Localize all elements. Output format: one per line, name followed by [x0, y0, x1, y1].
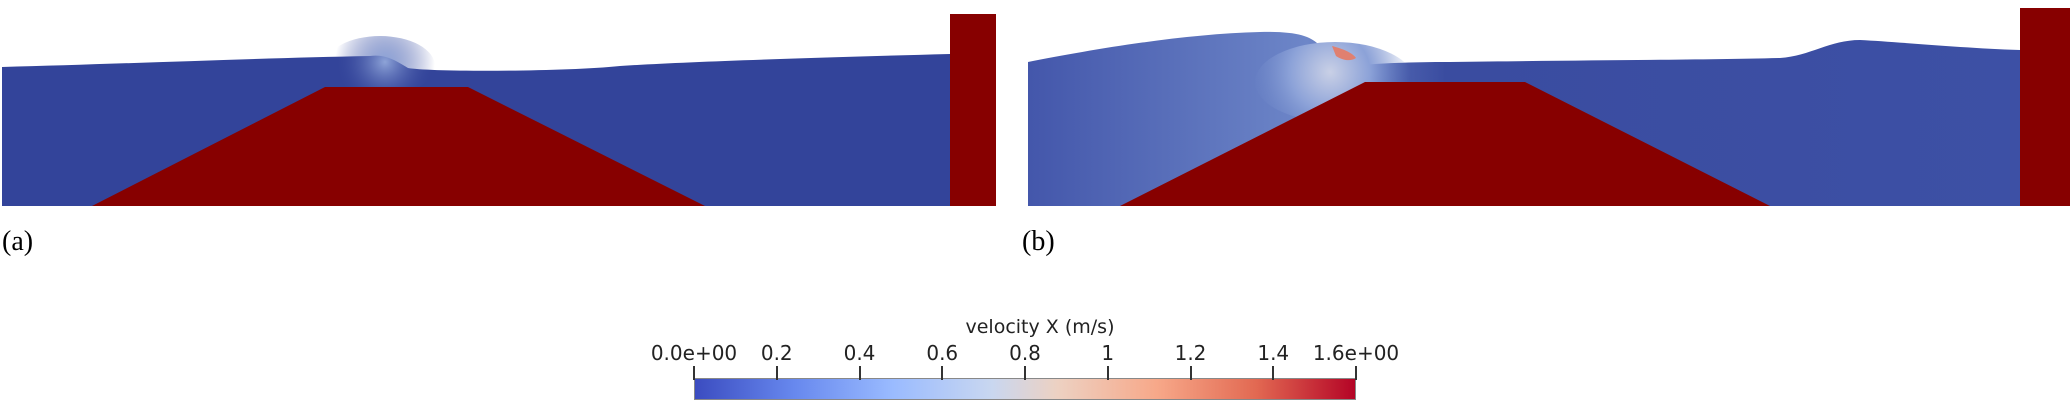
panel-b-wall [2020, 8, 2070, 206]
colorbar-tick-label: 0.2 [760, 341, 793, 365]
colorbar-tick-label: 1.4 [1257, 341, 1290, 365]
colorbar-tick [1272, 366, 1275, 380]
panel-b-wave-tip [1332, 46, 1356, 61]
colorbar-tick [1106, 366, 1109, 380]
panel-a-breakwater [92, 87, 705, 206]
colorbar-tick-label: 1 [1101, 341, 1115, 365]
colorbar-tick [1355, 366, 1357, 380]
colorbar-tick-label: 0.6 [926, 341, 959, 365]
colorbar-title: velocity X (m/s) [965, 316, 1115, 338]
colorbar-tick [1189, 366, 1192, 380]
panel-b-field [1028, 8, 2070, 207]
colorbar-tick [1024, 366, 1026, 380]
panel-a-label: (a) [2, 226, 34, 257]
panel-a-velocity-highlight [325, 36, 435, 96]
colorbar-tick [858, 366, 861, 380]
colorbar-tick-label: 1.2 [1174, 341, 1207, 365]
panel-b-label: (b) [1022, 226, 1055, 257]
colorbar-tick-label: 1.6e+00 [1312, 341, 1400, 365]
colorbar [694, 378, 1356, 400]
colorbar-tick-label: 0.0e+00 [650, 341, 738, 365]
panel-a-wall [950, 14, 996, 206]
colorbar-tick [941, 366, 944, 380]
panel-b-breakwater [1120, 82, 1770, 206]
colorbar-tick-label: 0.8 [1009, 341, 1041, 365]
colorbar-tick [693, 366, 695, 380]
panel-a-field [2, 14, 996, 206]
colorbar-tick-label: 0.4 [843, 341, 876, 365]
colorbar-tick [775, 366, 778, 380]
